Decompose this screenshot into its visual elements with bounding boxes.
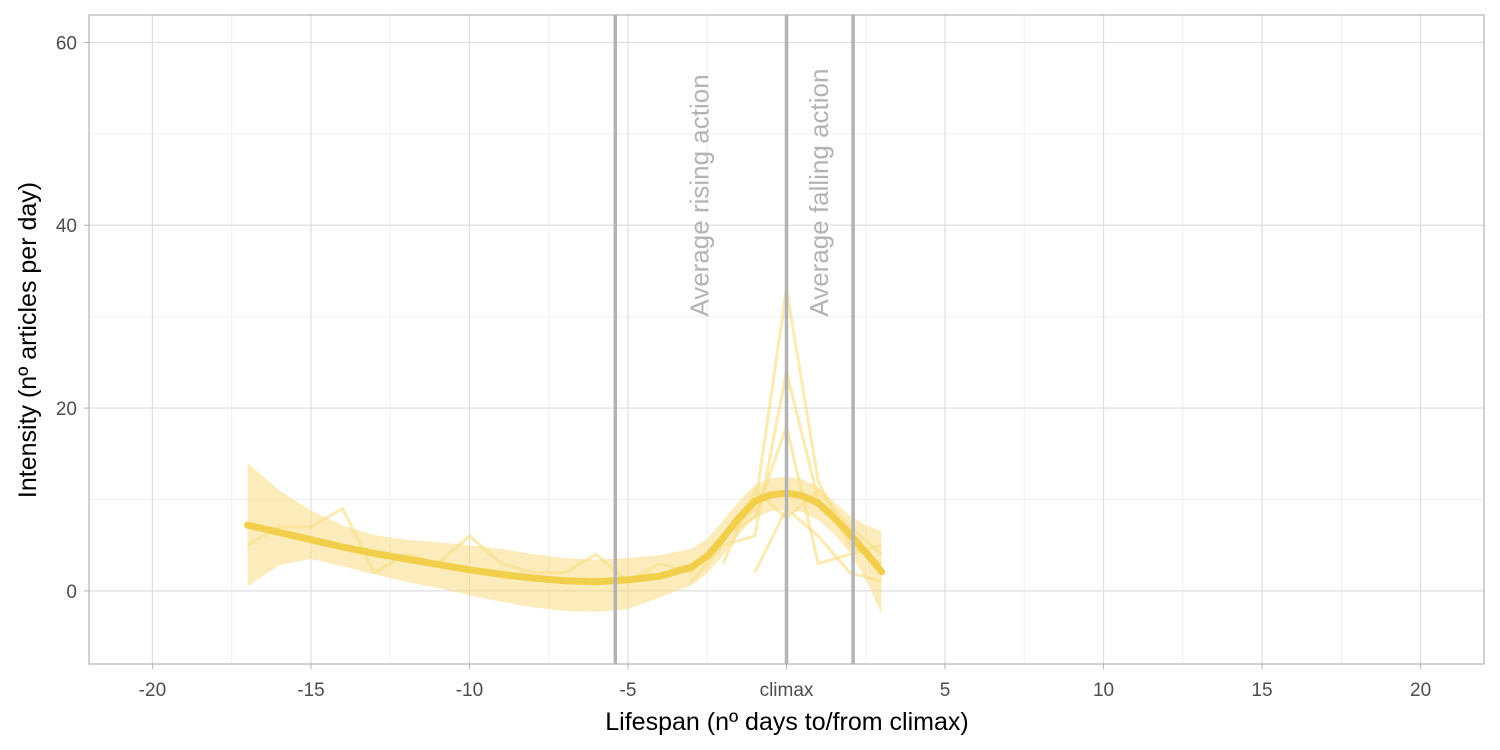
y-axis-ticks: 0 20 40 60 bbox=[56, 33, 89, 603]
x-tick-label: -15 bbox=[297, 680, 324, 701]
x-tick-label: -20 bbox=[139, 680, 166, 701]
x-tick-label: -5 bbox=[620, 680, 637, 701]
x-axis-ticks: -20 -15 -10 -5 climax 5 10 15 20 bbox=[139, 664, 1431, 701]
x-tick-label: -10 bbox=[456, 680, 483, 701]
confidence-band bbox=[247, 462, 882, 614]
x-tick-label: 15 bbox=[1251, 680, 1272, 701]
reference-line-label: Average rising action bbox=[684, 74, 714, 316]
x-tick-label: 20 bbox=[1410, 680, 1431, 701]
reference-lines: Average rising action Average falling act… bbox=[613, 15, 855, 664]
x-tick-label: 5 bbox=[940, 680, 951, 701]
x-tick-label: 10 bbox=[1093, 680, 1114, 701]
x-tick-label: climax bbox=[760, 680, 814, 701]
y-tick-label: 0 bbox=[66, 582, 77, 603]
y-tick-label: 40 bbox=[56, 216, 77, 237]
confidence-band-area bbox=[247, 462, 882, 614]
series-line bbox=[753, 507, 883, 584]
y-tick-label: 60 bbox=[56, 33, 77, 54]
x-axis-title: Lifespan (nº days to/from climax) bbox=[605, 708, 968, 736]
y-tick-label: 20 bbox=[56, 399, 77, 420]
smoothed-trend bbox=[244, 489, 886, 586]
smoothed-trend-line bbox=[244, 489, 886, 586]
reference-line-label: Average falling action bbox=[804, 69, 834, 317]
series-line bbox=[246, 287, 883, 584]
y-axis-title: Intensity (nº articles per day) bbox=[14, 182, 42, 498]
